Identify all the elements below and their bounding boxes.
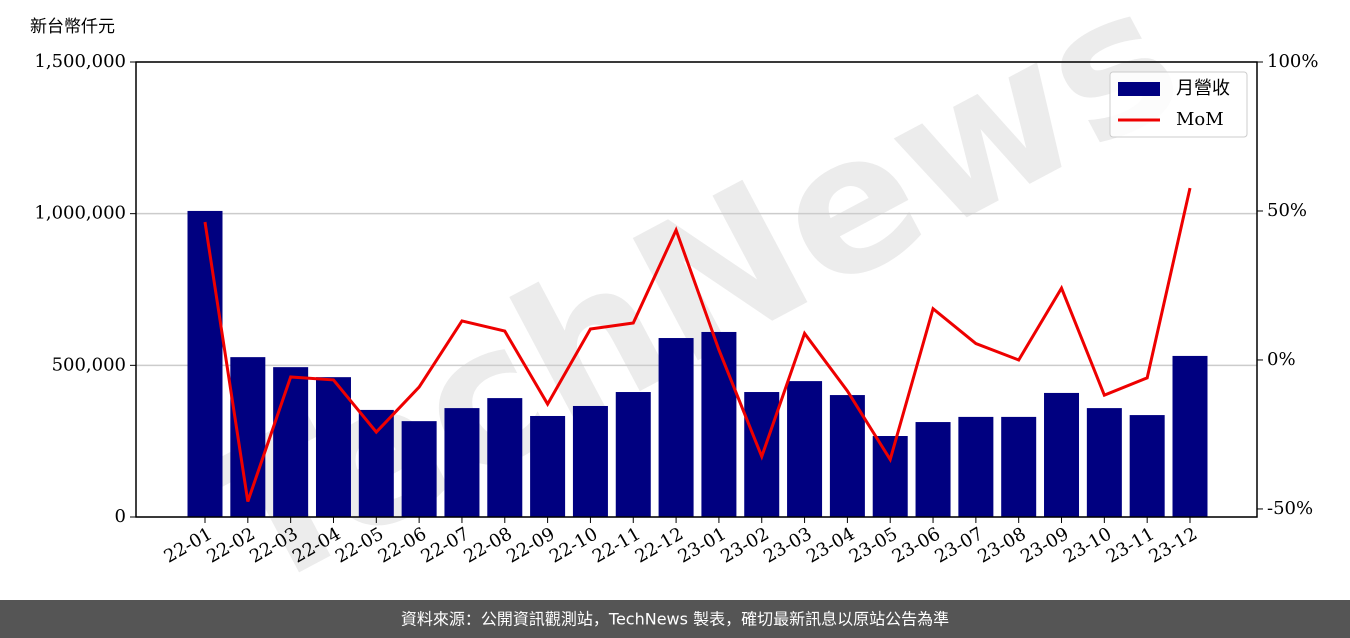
x-tick-label: 23-09 (1017, 523, 1072, 567)
bar (530, 415, 566, 517)
x-tick-label: 23-02 (717, 523, 772, 567)
x-tick-label: 23-06 (889, 523, 944, 567)
x-tick-label: 23-07 (931, 523, 986, 567)
x-tick-label: 23-03 (760, 523, 815, 567)
bar (401, 421, 437, 517)
y2-tick-label: 0% (1267, 349, 1296, 370)
x-tick-label: 23-12 (1146, 523, 1201, 567)
legend-label: MoM (1176, 109, 1224, 130)
bar (1044, 392, 1080, 517)
bar (787, 381, 823, 517)
bar (187, 210, 223, 518)
x-tick-label: 23-05 (846, 523, 901, 567)
y-tick-label: 1,000,000 (34, 203, 126, 224)
bar (915, 422, 951, 517)
bar (315, 377, 351, 517)
bar (1086, 408, 1122, 517)
bar (487, 398, 523, 517)
bar (230, 357, 266, 517)
legend-swatch (1118, 82, 1160, 96)
bar (444, 408, 480, 517)
x-tick-label: 23-11 (1103, 523, 1158, 567)
bar (358, 409, 394, 517)
bar (1172, 355, 1208, 517)
bar (958, 416, 994, 517)
bar (615, 392, 651, 517)
bar (701, 331, 737, 517)
y-axis-label: 新台幣仟元 (30, 17, 115, 37)
x-tick-label: 23-08 (974, 523, 1029, 567)
y2-tick-label: 50% (1267, 200, 1307, 221)
plot-frame (135, 61, 1258, 518)
bar (1001, 416, 1037, 517)
bar (572, 405, 608, 517)
bar (872, 436, 908, 517)
x-tick-label: 22-11 (589, 523, 644, 567)
y2-tick-label: 100% (1267, 51, 1318, 72)
bar (829, 395, 865, 517)
y2-tick-label: -50% (1267, 498, 1313, 519)
x-tick-label: 23-10 (1060, 523, 1115, 567)
legend-label: 月營收 (1176, 78, 1230, 99)
line (203, 187, 1192, 502)
bar (273, 367, 309, 517)
x-tick-label: 22-10 (546, 523, 601, 567)
x-tick-label: 22-01 (161, 523, 216, 567)
footer-bar (0, 600, 1350, 638)
y-tick-label: 0 (115, 506, 126, 527)
x-tick-label: 22-09 (503, 523, 558, 567)
y-tick-label: 500,000 (52, 354, 126, 375)
x-tick-label: 23-04 (803, 523, 858, 567)
y-tick-label: 1,500,000 (34, 51, 126, 72)
bar (1129, 415, 1165, 517)
x-tick-label: 23-01 (674, 523, 729, 567)
x-tick-label: 22-12 (632, 523, 687, 567)
bar (658, 338, 694, 517)
footer-text: 資料來源：公開資訊觀測站，TechNews 製表，確切最新訊息以原站公告為準 (401, 610, 949, 629)
